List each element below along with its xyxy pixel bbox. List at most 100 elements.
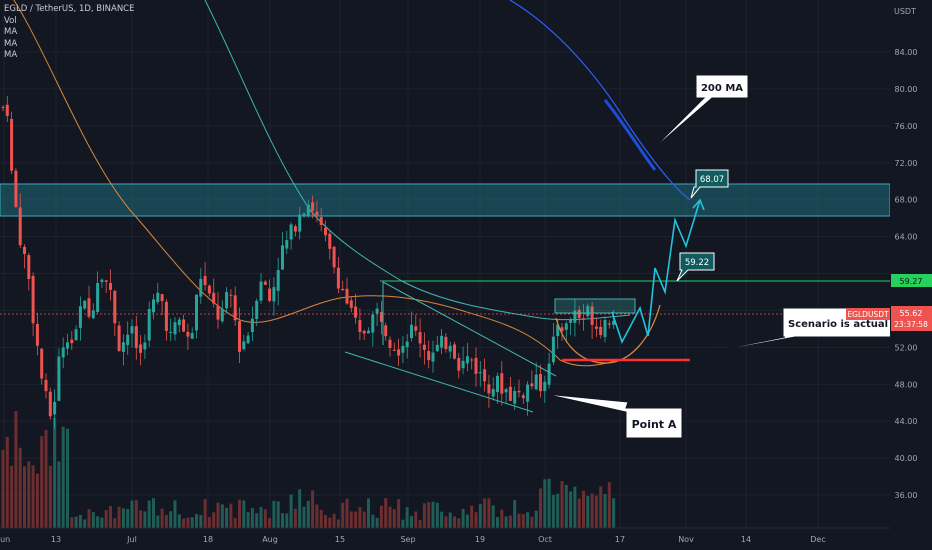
y-tick-label: 80.00 (895, 85, 918, 94)
volume-bar (96, 516, 100, 528)
volume-bar (504, 516, 508, 528)
volume-bar (414, 511, 418, 528)
indicator-ma-2[interactable]: MA (4, 38, 18, 49)
volume-bar (242, 500, 246, 528)
volume-bar (195, 513, 198, 528)
volume-bar (513, 500, 517, 528)
volume-bar (121, 508, 125, 528)
candle-body (74, 329, 78, 341)
volume-bar (66, 428, 69, 528)
candle-body (126, 334, 130, 346)
volume-bar (40, 436, 44, 528)
volume-bar (255, 513, 259, 528)
volume-bar (289, 494, 293, 528)
candle-body (117, 325, 121, 352)
volume-bar (259, 507, 263, 528)
candle-body (470, 359, 474, 361)
indicator-vol[interactable]: Vol (4, 15, 17, 26)
candle-body (238, 321, 241, 352)
candle-body (100, 279, 104, 283)
callout-200ma-text: 200 MA (701, 83, 743, 94)
volume-bar (384, 498, 388, 528)
candle-body (491, 389, 495, 397)
candle-body (371, 314, 375, 333)
candle-body (586, 306, 590, 317)
candle-body (87, 298, 91, 317)
candle-body (113, 290, 117, 324)
candle-body (573, 310, 577, 323)
volume-bar (61, 426, 65, 528)
countdown-value: 23:37:58 (894, 320, 928, 329)
candle-body (302, 213, 306, 216)
volume-bar (453, 516, 456, 528)
volume-bar (74, 516, 78, 528)
candle-body (177, 319, 181, 326)
volume-bar (169, 511, 173, 528)
indicator-ma-3[interactable]: MA (4, 50, 18, 60)
candle-body (362, 330, 366, 334)
candle-body (104, 280, 108, 282)
volume-bar (526, 512, 530, 528)
x-tick-label: Jul (126, 535, 137, 544)
chart-legend: EGLD / TetherUS, 1D, BINANCE Vol MA MA M… (4, 4, 134, 62)
volume-bar (358, 507, 362, 528)
volume-bar (328, 517, 332, 528)
volume-bar (367, 498, 370, 528)
volume-bar (1, 449, 5, 528)
candle-body (336, 267, 340, 289)
candle-body (508, 386, 512, 401)
volume-bar (543, 479, 547, 528)
candle-body (225, 291, 229, 309)
volume-bar (345, 498, 349, 528)
candle-body (534, 374, 538, 390)
volume-bar (225, 507, 229, 528)
candle-body (547, 363, 551, 385)
y-tick-label: 64.00 (895, 233, 918, 242)
volume-bar (220, 504, 224, 528)
candle-body (31, 275, 35, 324)
candle-body (582, 318, 585, 320)
indicator-ma-1[interactable]: MA (4, 27, 18, 37)
volume-bar (397, 499, 401, 528)
symbol-line: EGLD / TetherUS, 1D, BINANCE (4, 4, 135, 14)
volume-bar (130, 500, 134, 528)
candle-body (109, 283, 112, 290)
callout-target-top: 68.07 (690, 169, 729, 199)
candle-body (44, 379, 48, 392)
volume-bar (207, 517, 211, 528)
volume-bar (564, 484, 568, 528)
volume-bar (448, 512, 452, 528)
volume-bar (530, 516, 534, 528)
candle-body (414, 326, 418, 331)
candle-body (465, 356, 469, 364)
ma-200-line (509, 0, 691, 201)
candle-body (530, 383, 534, 387)
volume-bar (31, 465, 35, 528)
candle-body (57, 356, 61, 401)
candle-body (594, 326, 598, 329)
volume-bar (422, 503, 426, 528)
volume-bar (152, 498, 155, 528)
volume-bar (212, 512, 216, 528)
candle-body (285, 240, 289, 249)
candle-body (66, 342, 69, 349)
candle-body (405, 341, 409, 348)
candle-body (487, 384, 491, 394)
x-axis-ticks: Jun 13 Jul 18 Aug 15 Sep 19 Oct 17 Nov 14 Dec (0, 535, 826, 544)
candle-body (233, 295, 237, 321)
candle-body (607, 323, 611, 325)
volume-bar (594, 495, 598, 528)
candle-body (5, 104, 9, 116)
volume-bar (547, 478, 551, 528)
candle-body (448, 345, 452, 352)
y-tick-label: 84.00 (895, 48, 918, 57)
candle-body (23, 246, 26, 254)
candle-body (440, 335, 444, 348)
x-tick-label: Jun (0, 535, 10, 544)
volume-bar (332, 513, 336, 528)
candle-body (18, 207, 22, 246)
volume-bar (487, 498, 491, 528)
volume-bar (560, 480, 564, 528)
candle-body (246, 335, 250, 344)
